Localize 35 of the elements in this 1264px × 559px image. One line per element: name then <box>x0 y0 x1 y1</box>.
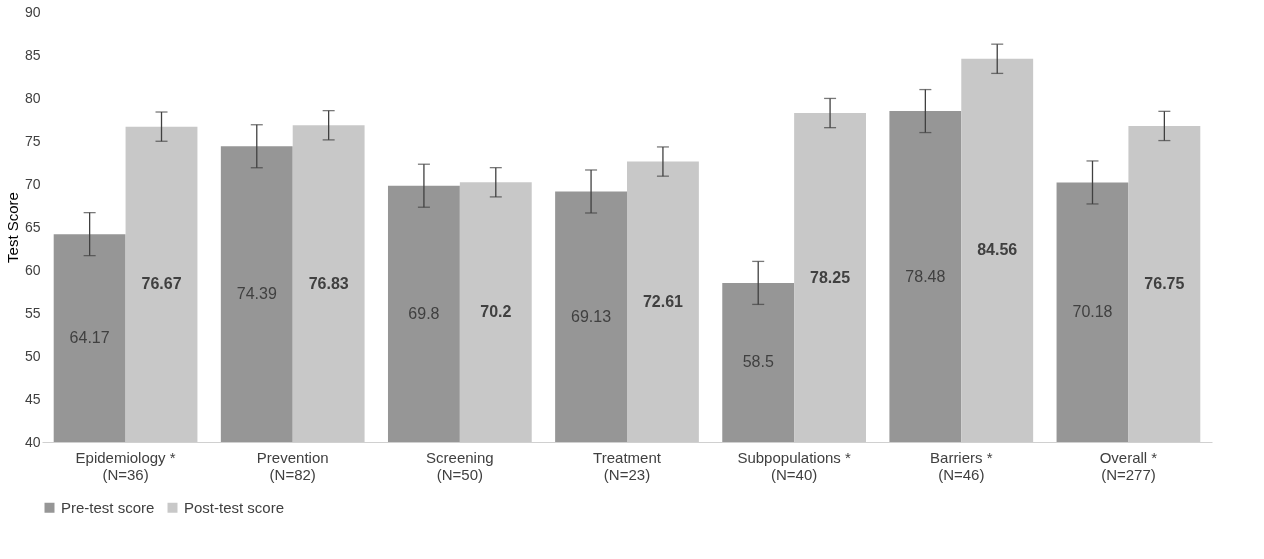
y-tick-label: 60 <box>24 261 41 278</box>
data-label: 74.39 <box>236 285 277 303</box>
x-tick-label: Epidemiology * (N=36) <box>75 448 176 483</box>
x-tick-label: Subpopulations * (N=40) <box>737 448 852 483</box>
data-label: 70.2 <box>480 303 512 321</box>
y-tick-label: 70 <box>24 175 41 192</box>
data-label: 78.48 <box>905 267 946 285</box>
legend-label: Pre-test score <box>61 498 155 516</box>
legend-label: Post-test score <box>184 498 285 516</box>
data-label: 72.61 <box>642 292 684 310</box>
y-tick-label: 75 <box>24 132 41 149</box>
y-tick-label: 40 <box>24 433 41 450</box>
y-tick-label: 55 <box>24 304 41 321</box>
data-label: 76.83 <box>308 274 349 292</box>
data-label: 70.18 <box>1072 303 1113 321</box>
y-axis-title: Test Score <box>3 192 21 263</box>
data-label: 76.75 <box>1144 274 1185 292</box>
data-label: 58.5 <box>742 353 774 371</box>
y-tick-label: 45 <box>24 390 41 407</box>
x-tick-label: Overall * (N=277) <box>1099 448 1158 483</box>
data-label: 84.56 <box>977 241 1018 259</box>
y-tick-label: 50 <box>24 347 41 364</box>
data-label: 64.17 <box>69 329 110 347</box>
x-tick-label: Prevention (N=82) <box>256 448 329 483</box>
y-tick-label: 80 <box>24 89 41 106</box>
data-label: 76.67 <box>141 275 182 293</box>
x-tick-label: Barriers * (N=46) <box>930 448 993 483</box>
data-label: 69.8 <box>408 304 440 322</box>
x-tick-label: Treatment (N=23) <box>593 448 662 483</box>
data-label: 69.13 <box>571 307 612 325</box>
x-tick-label: Screening (N=50) <box>426 448 494 483</box>
y-tick-label: 90 <box>24 3 41 20</box>
y-tick-label: 65 <box>24 218 41 235</box>
data-label: 78.25 <box>810 268 851 286</box>
y-tick-label: 85 <box>24 46 41 63</box>
